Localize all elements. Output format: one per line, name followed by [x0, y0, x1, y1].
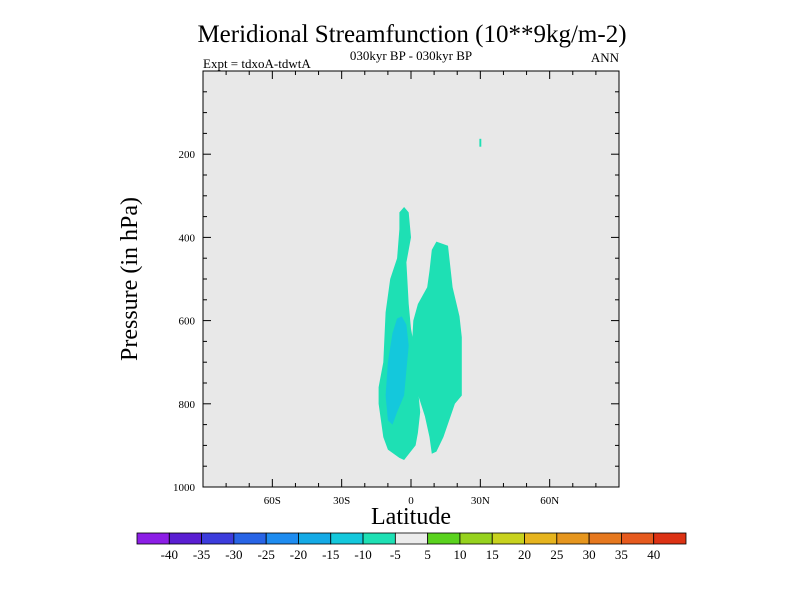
x-axis-label: Latitude: [371, 504, 451, 530]
contour-region-neg-5-to-10-speck: [479, 138, 482, 147]
y-tick-label: 600: [179, 316, 196, 328]
x-axis: 60S 30S 0 30N 60N: [202, 71, 620, 507]
x-tick-label: 60N: [540, 495, 559, 507]
colorbar-label: -35: [193, 547, 210, 562]
experiment-label: Expt = tdxoA-tdwtA: [203, 56, 311, 71]
colorbar-swatch: [491, 532, 525, 545]
colorbar-swatch: [233, 532, 267, 545]
contour-layer: [378, 138, 482, 460]
colorbar: -40 -35 -30 -25 -20 -15 -10 -5 5 10 15 20 25 30 35 40: [136, 532, 687, 562]
colorbar-label: 25: [550, 547, 563, 562]
chart-subtitle: 030kyr BP - 030kyr BP: [350, 48, 472, 63]
colorbar-label: -5: [390, 547, 401, 562]
x-tick-label: 30S: [333, 495, 350, 507]
colorbar-swatch: [588, 532, 622, 545]
contour-region-neg-5-to-10-right-lobe: [411, 241, 462, 454]
colorbar-label: 15: [486, 547, 499, 562]
chart-title: Meridional Streamfunction (10**9kg/m-2): [197, 21, 626, 48]
colorbar-swatch: [556, 532, 590, 545]
x-tick-label: 30N: [471, 495, 490, 507]
season-label: ANN: [591, 50, 620, 65]
contour-region-neg-10-to-15-core: [385, 316, 409, 425]
colorbar-label: -10: [354, 547, 371, 562]
y-tick-label: 200: [179, 149, 196, 161]
y-tick-label: 800: [179, 399, 196, 411]
colorbar-swatch: [427, 532, 461, 545]
y-tick-label: 400: [179, 232, 196, 244]
colorbar-label: -20: [290, 547, 307, 562]
colorbar-label: -40: [161, 547, 178, 562]
x-tick-label: 60S: [264, 495, 281, 507]
colorbar-swatch: [265, 532, 299, 545]
colorbar-label: 40: [647, 547, 660, 562]
colorbar-label: -30: [225, 547, 242, 562]
colorbar-swatch: [459, 532, 493, 545]
colorbar-swatch: [330, 532, 364, 545]
colorbar-swatch: [136, 532, 170, 545]
y-tick-label: 1000: [173, 482, 196, 494]
colorbar-label: -25: [258, 547, 275, 562]
x-tick-label: 0: [408, 495, 414, 507]
colorbar-label: 20: [518, 547, 531, 562]
y-axis: 200 400 600 800 1000: [173, 70, 619, 494]
colorbar-label: 5: [424, 547, 431, 562]
colorbar-swatch: [524, 532, 558, 545]
colorbar-swatch: [621, 532, 655, 545]
colorbar-label: 10: [453, 547, 466, 562]
colorbar-swatch: [168, 532, 202, 545]
y-axis-label: Pressure (in hPa): [117, 197, 143, 361]
colorbar-label: 35: [615, 547, 628, 562]
colorbar-label: -15: [322, 547, 339, 562]
colorbar-swatch: [362, 532, 396, 545]
colorbar-swatch: [201, 532, 235, 545]
colorbar-swatch: [653, 532, 687, 545]
colorbar-label: 30: [583, 547, 596, 562]
colorbar-swatch: [394, 532, 429, 545]
colorbar-swatch: [298, 532, 332, 545]
